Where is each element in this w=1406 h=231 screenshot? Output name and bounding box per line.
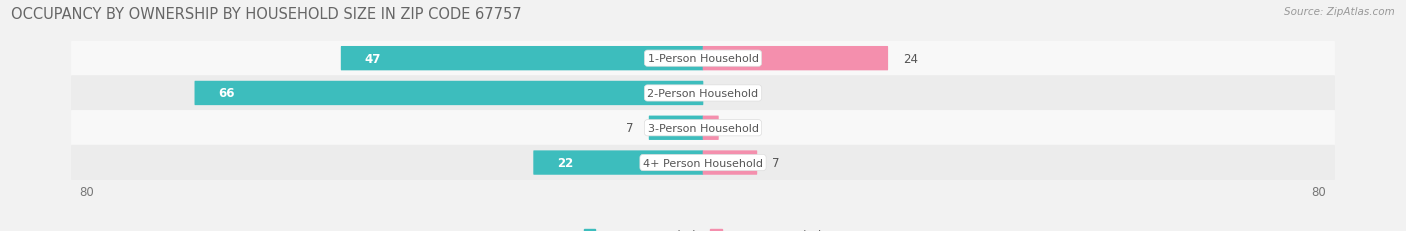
FancyBboxPatch shape (648, 116, 703, 140)
FancyBboxPatch shape (703, 47, 889, 71)
FancyBboxPatch shape (533, 151, 703, 175)
FancyBboxPatch shape (703, 151, 758, 175)
Text: 3-Person Household: 3-Person Household (648, 123, 758, 133)
FancyBboxPatch shape (72, 111, 1334, 146)
Text: 0: 0 (718, 87, 725, 100)
Text: Source: ZipAtlas.com: Source: ZipAtlas.com (1284, 7, 1395, 17)
Text: 4+ Person Household: 4+ Person Household (643, 158, 763, 168)
FancyBboxPatch shape (703, 116, 718, 140)
Text: 47: 47 (364, 52, 381, 65)
FancyBboxPatch shape (72, 76, 1334, 111)
FancyBboxPatch shape (194, 82, 703, 106)
Text: 66: 66 (218, 87, 235, 100)
Text: OCCUPANCY BY OWNERSHIP BY HOUSEHOLD SIZE IN ZIP CODE 67757: OCCUPANCY BY OWNERSHIP BY HOUSEHOLD SIZE… (11, 7, 522, 22)
Text: 2: 2 (734, 122, 741, 135)
Text: 7: 7 (772, 156, 780, 169)
FancyBboxPatch shape (72, 41, 1334, 77)
Text: 22: 22 (557, 156, 574, 169)
Text: 1-Person Household: 1-Person Household (648, 54, 758, 64)
FancyBboxPatch shape (72, 145, 1334, 181)
Text: 24: 24 (903, 52, 918, 65)
FancyBboxPatch shape (340, 47, 703, 71)
Text: 7: 7 (626, 122, 634, 135)
Text: 2-Person Household: 2-Person Household (647, 88, 759, 99)
Legend: Owner-occupied, Renter-occupied: Owner-occupied, Renter-occupied (579, 224, 827, 231)
